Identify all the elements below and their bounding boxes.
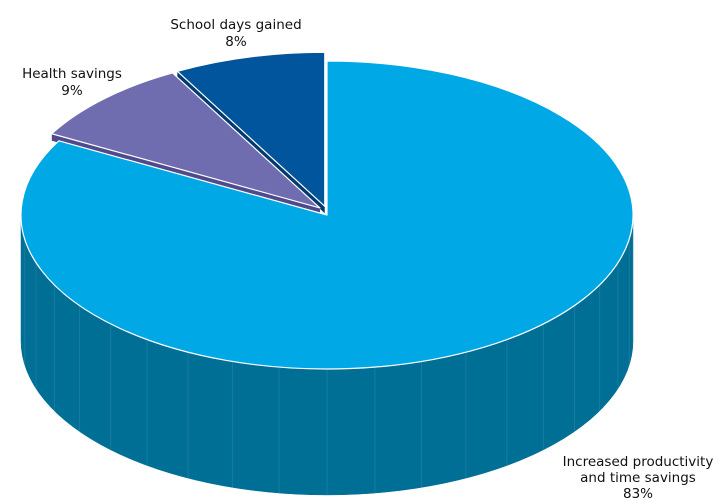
slice-label-productivity: Increased productivity [563,454,714,470]
pie-slice-health-savings [51,72,321,209]
slice-value-productivity: 83% [623,486,653,501]
pie-slice-increased-productivity-and-time-savings [20,60,634,370]
slice-label-productivity-line2: and time savings [580,470,696,486]
slice-value-health-savings: 9% [61,83,83,99]
pie-slice-school-days-gained [176,51,326,207]
slice-label-school-days: School days gained [170,17,301,33]
pie-edge-school-days-gained [177,71,325,214]
slice-label-health-savings: Health savings [22,66,122,82]
slice-value-school-days: 8% [225,34,247,50]
pie-top-layer [20,51,634,370]
pie-labels: School days gained 8% Health savings 9% … [22,17,713,501]
